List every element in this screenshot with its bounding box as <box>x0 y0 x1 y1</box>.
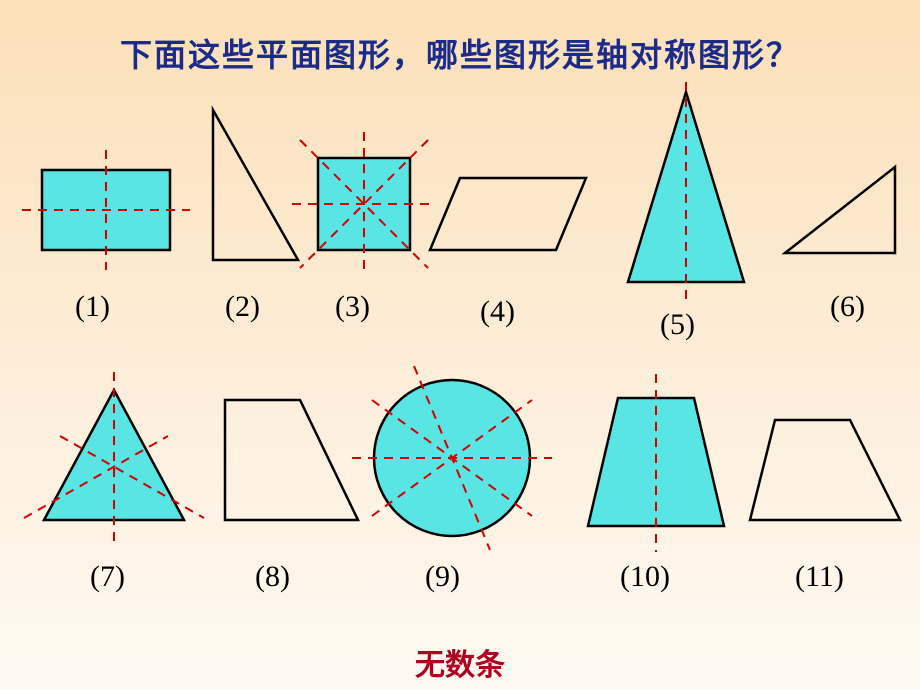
shape-3 <box>292 132 436 276</box>
shape-8 <box>225 400 358 520</box>
shape-5 <box>628 82 744 300</box>
shape-label-5: (5) <box>660 308 695 342</box>
shape-label-7: (7) <box>90 560 125 594</box>
shape-6-body <box>785 167 895 253</box>
shape-8-body <box>225 400 358 520</box>
footnote-text: 无数条 <box>0 640 920 684</box>
shape-2 <box>213 110 298 260</box>
shape-label-1: (1) <box>75 290 110 324</box>
page-root: 下面这些平面图形，哪些图形是轴对称图形？ 无数条 (1) (2) (3) (4) (5)… <box>0 0 920 690</box>
shape-4 <box>430 178 586 250</box>
shape-label-6: (6) <box>830 290 865 324</box>
shape-6 <box>785 167 895 253</box>
shape-9 <box>352 366 552 550</box>
figure-canvas <box>0 0 920 690</box>
shape-2-body <box>213 110 298 260</box>
shape-7 <box>24 372 204 544</box>
shape-11 <box>750 420 900 520</box>
shape-label-9: (9) <box>425 560 460 594</box>
shape-label-8: (8) <box>255 560 290 594</box>
shape-4-body <box>430 178 586 250</box>
shape-label-3: (3) <box>335 290 370 324</box>
shape-label-4: (4) <box>480 295 515 329</box>
shape-10 <box>588 374 724 552</box>
shape-1 <box>22 150 190 270</box>
shape-11-body <box>750 420 900 520</box>
shape-label-2: (2) <box>225 290 260 324</box>
shape-label-11: (11) <box>795 560 844 594</box>
shape-label-10: (10) <box>620 560 670 594</box>
question-title: 下面这些平面图形，哪些图形是轴对称图形？ <box>0 30 920 76</box>
